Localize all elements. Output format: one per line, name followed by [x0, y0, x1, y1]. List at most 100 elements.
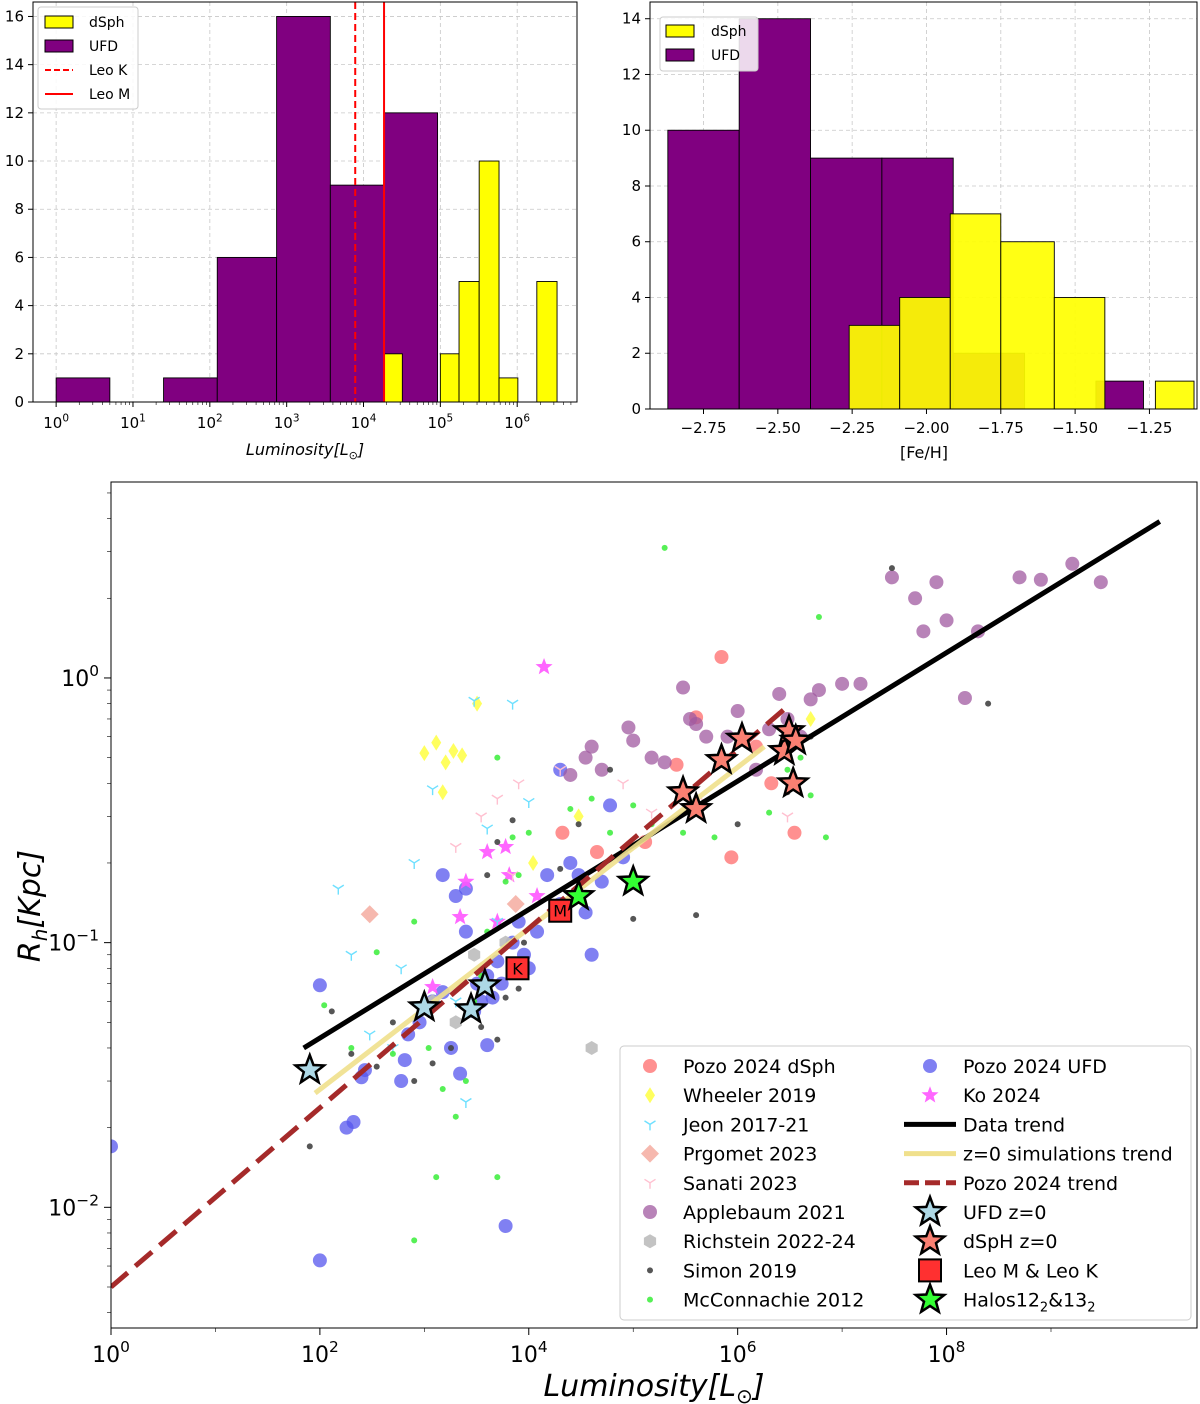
point-jeon-2017-21-13 — [522, 797, 535, 808]
point-mcconnachie-2012-6 — [433, 1174, 440, 1181]
feh-xtick-label-5: −1.50 — [1052, 419, 1098, 437]
scatter-frame — [110, 481, 1198, 1329]
scatter-ytick-label-0: 10−2 — [48, 1191, 99, 1221]
lum-xtick-label-6-exp: 6 — [523, 412, 530, 424]
point-prgomet-2023-0 — [360, 905, 379, 924]
lum-ytick-label-3: 6 — [14, 248, 24, 266]
feh-legend-swatch-UFD — [665, 48, 695, 62]
metallicity-histogram: 0 2 4 6 8 10 12 14 −2.75 −2.50 −2.25 −2.00 −1.75 −1.5… — [622, 1, 1198, 462]
scatter-xtick-label-3-base: 10 — [719, 1343, 747, 1368]
point-simon-2019-10 — [494, 1036, 501, 1043]
point-pozo-2024-ufd-16 — [458, 924, 473, 939]
point-simon-2019-5 — [411, 1078, 418, 1085]
feh-ytick-label-4: 8 — [631, 177, 641, 195]
feh-bar-UFD-0 — [667, 129, 740, 410]
point-sanati-2023-3 — [512, 779, 525, 790]
point-dsph-z-0-0 — [665, 773, 701, 808]
lum-legend-label-2: Leo K — [89, 63, 128, 79]
point-mcconnachie-2012-20 — [607, 829, 614, 836]
lum-hist-frame — [32, 1, 578, 403]
point-ufd-z-0-2 — [453, 990, 489, 1025]
lum-ytick-label-6: 12 — [5, 104, 24, 122]
point-applebaum-2021-1 — [584, 739, 599, 754]
point-pozo-2024-ufd-35 — [584, 947, 599, 962]
point-ko-2024-2 — [451, 907, 469, 925]
lum-legend-label-1: UFD — [89, 39, 118, 55]
lum-bar-dSph-0 — [383, 353, 403, 403]
feh-bar-dSph-2 — [949, 213, 1002, 410]
point-sanati-2023-4 — [554, 765, 567, 776]
point-simon-2019-26 — [494, 839, 501, 846]
point-ko-2024-0 — [535, 658, 553, 675]
point-applebaum-2021-8 — [676, 680, 691, 695]
point-jeon-2017-21-12 — [506, 699, 519, 710]
point-mcconnachie-2012-4 — [411, 918, 418, 925]
point-mcconnachie-2012-18 — [567, 805, 574, 812]
point-applebaum-2021-21 — [835, 676, 850, 691]
point-mcconnachie-2012-32 — [815, 613, 822, 620]
legend-left-label-8: McConnachie 2012 — [683, 1290, 864, 1312]
point-mcconnachie-2012-30 — [797, 754, 804, 761]
legend-right-label-3: z=0 simulations trend — [963, 1144, 1173, 1166]
point-simon-2019-0 — [306, 1143, 313, 1150]
point-pozo-2024-ufd-30 — [540, 868, 555, 883]
point-applebaum-2021-28 — [957, 691, 972, 706]
point-leo-m-leo-k-0 — [548, 898, 573, 923]
lum-legend-label-3: Leo M — [89, 87, 130, 103]
legend-left-label-1: Wheeler 2019 — [683, 1085, 816, 1107]
legend-left-swatch-1 — [645, 1087, 655, 1104]
point-simon-2019-11 — [502, 994, 509, 1001]
point-mcconnachie-2012-1 — [348, 1044, 355, 1051]
point-applebaum-2021-3 — [563, 767, 578, 782]
lum-hist-xlabel-bracket-open: [L — [333, 440, 348, 459]
point-pozo-2024-ufd-15 — [453, 1066, 468, 1081]
feh-bar-UFD-1 — [738, 18, 811, 410]
lum-bar-UFD-2 — [216, 256, 278, 403]
lum-xtick-label-5-exp: 5 — [447, 412, 454, 424]
feh-xtick-label-1: −2.50 — [755, 419, 801, 437]
point-pozo-2024-ufd-2 — [312, 1253, 327, 1268]
legend-left-label-6: Richstein 2022-24 — [683, 1231, 856, 1253]
point-jeon-2017-21-2 — [363, 1030, 376, 1041]
feh-hist-frame — [649, 1, 1198, 410]
point-jeon-2017-21-9 — [468, 696, 481, 707]
point-applebaum-2021-0 — [621, 720, 636, 735]
point-jeon-2017-21-1 — [345, 950, 358, 961]
point-applebaum-2021-16 — [772, 686, 787, 701]
lum-bar-dSph-1 — [439, 353, 460, 403]
lum-xtick-label-0: 100 — [43, 412, 69, 432]
scatter-xtick-label-3: 106 — [719, 1338, 757, 1368]
point-richstein-2022-24-1 — [449, 1015, 462, 1030]
scatter-xtick-label-3-exp: 6 — [747, 1338, 757, 1356]
point-wheeler-2019-3 — [448, 742, 459, 759]
point-wheeler-2019-5 — [472, 695, 483, 712]
point-mcconnachie-2012-13 — [494, 754, 501, 761]
point-pozo-2024-ufd-29 — [530, 924, 545, 939]
point-dsph-z-0-2 — [703, 741, 740, 775]
lum-xtick-label-1-base: 10 — [120, 414, 139, 432]
point-jeon-2017-21-4 — [395, 964, 408, 975]
point-pozo-2024-ufd-0 — [111, 1139, 118, 1154]
point-mcconnachie-2012-5 — [425, 1044, 432, 1051]
point-simon-2019-18 — [607, 766, 614, 773]
scatter-ytick-label-1: 10−1 — [48, 927, 99, 957]
point-ko-2024-8 — [497, 837, 515, 855]
feh-xtick-label-0: −2.75 — [681, 419, 727, 437]
point-simon-2019-16 — [557, 865, 564, 872]
lum-bar-UFD-4 — [329, 184, 385, 403]
point-mcconnachie-2012-17 — [525, 829, 532, 836]
point-applebaum-2021-32 — [1065, 556, 1080, 571]
point-wheeler-2019-7 — [528, 854, 539, 871]
feh-legend-swatch-dSph — [665, 24, 695, 38]
scatter-ylabel: Rh[Kpc] — [13, 850, 52, 962]
point-richstein-2022-24-0 — [585, 1041, 598, 1055]
point-ko-2024-5 — [500, 866, 518, 883]
point-wheeler-2019-6 — [437, 784, 448, 801]
point-wheeler-2019-0 — [419, 745, 430, 762]
point-pozo-2024-ufd-40 — [435, 868, 450, 883]
legend-left-label-4: Sanati 2023 — [683, 1173, 798, 1195]
point-applebaum-2021-10 — [689, 716, 704, 731]
